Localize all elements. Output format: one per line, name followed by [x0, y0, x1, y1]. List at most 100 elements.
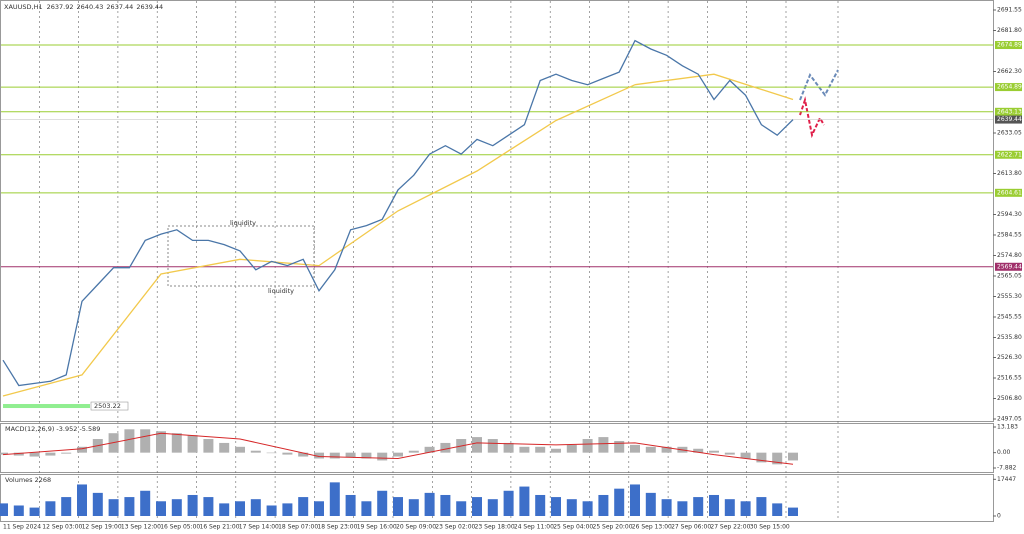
x-tick-label: 30 Sep 15:00: [750, 524, 790, 531]
volume-bar: [361, 501, 372, 516]
macd-tick-label: 13.183: [997, 424, 1018, 431]
macd-bar: [13, 452, 24, 456]
y-tick-label: 2516.55: [997, 374, 1022, 381]
macd-bar: [788, 452, 798, 461]
volume-bar: [772, 503, 783, 516]
macd-bar: [282, 452, 293, 455]
level-label: 2643.13: [997, 108, 1022, 115]
y-tick-label: 2526.30: [997, 354, 1022, 361]
level-label: 2654.89: [997, 84, 1022, 91]
macd-bar: [345, 452, 356, 458]
macd-bar: [124, 429, 135, 453]
x-tick-label: 12 Sep 19:00: [82, 524, 122, 531]
level-label: 2622.71: [997, 151, 1022, 158]
volume-bar: [472, 497, 482, 516]
macd-bar: [203, 439, 214, 453]
volume-bar: [535, 494, 546, 516]
macd-bar: [424, 446, 435, 453]
macd-bar: [661, 446, 672, 453]
macd-bar: [756, 452, 767, 463]
volume-bar: [92, 492, 103, 516]
macd-bar: [29, 452, 40, 457]
volume-bar: [582, 501, 593, 516]
macd-bar: [582, 439, 593, 453]
volume-bar: [45, 501, 56, 516]
macd-bar: [472, 437, 482, 453]
y-tick-label: 2555.30: [997, 293, 1022, 300]
level-tag: [995, 107, 1022, 116]
volume-bar: [424, 492, 435, 516]
volume-bar: [393, 497, 403, 516]
y-tick-label: 2594.30: [997, 211, 1022, 218]
volume-bar: [709, 494, 719, 516]
volume-bar: [140, 490, 151, 516]
x-tick-label: 12 Sep 03:00: [42, 524, 82, 531]
support-bar: [3, 404, 90, 409]
volume-bar: [108, 499, 119, 516]
open: 2637.92: [47, 3, 74, 11]
macd-bar: [171, 433, 182, 453]
support-label: 2503.22: [94, 402, 121, 410]
x-tick-label: 23 Sep 02:00: [435, 524, 475, 531]
level-label: 2569.44: [997, 263, 1022, 270]
x-tick-label: 18 Sep 23:00: [317, 524, 357, 531]
y-tick-label: 2681.80: [997, 27, 1022, 34]
x-tick-label: 18 Sep 07:00: [278, 524, 318, 531]
volume-bar: [440, 494, 451, 516]
level-tag: [995, 262, 1022, 271]
macd-bar: [298, 452, 309, 457]
macd-bar: [440, 442, 451, 453]
x-tick-label: 20 Sep 09:00: [396, 524, 436, 531]
y-tick-label: 2565.05: [997, 273, 1022, 280]
volume-bar: [740, 501, 751, 516]
macd-label: MACD(12,26,9) -3.952 -5.589: [5, 425, 100, 433]
x-tick-label: 19 Sep 16:00: [357, 524, 397, 531]
header: XAUUSD,H1 2637.92 2640.43 2637.44 2639.44: [4, 3, 163, 11]
volume-bar: [61, 497, 72, 516]
volume-bar: [661, 499, 672, 516]
current-tag: [995, 115, 1022, 124]
y-tick-label: 2633.05: [997, 130, 1022, 137]
volume-bar: [187, 494, 198, 516]
macd-bar: [740, 452, 751, 459]
level-label: 2674.89: [997, 42, 1022, 49]
macd-signal: [2, 432, 794, 465]
y-tick-label: 2497.05: [997, 416, 1022, 423]
volume-frame: [0, 474, 994, 522]
macd-bar: [219, 442, 230, 453]
macd-bar: [314, 452, 324, 459]
macd-bar: [235, 446, 245, 453]
volume-bar: [377, 490, 388, 516]
macd-bar: [693, 448, 704, 453]
macd-bar: [630, 444, 640, 453]
x-tick-label: 11 Sep 2024: [3, 524, 41, 531]
macd-bar: [45, 452, 56, 456]
macd-frame: [0, 423, 994, 473]
volume-bar: [250, 499, 261, 516]
macd-bar: [487, 439, 498, 453]
main-frame: [0, 0, 994, 422]
x-tick-label: 13 Sep 12:00: [121, 524, 161, 531]
volume-bar: [566, 499, 577, 516]
y-tick-label: 2535.80: [997, 334, 1022, 341]
volume-bar: [487, 499, 498, 516]
macd-bar: [187, 435, 198, 453]
macd-bar: [77, 446, 87, 453]
current-label: 2639.44: [997, 116, 1022, 123]
volume-bar: [756, 497, 767, 516]
y-tick-label: 2506.80: [997, 395, 1022, 402]
level-tag: [995, 83, 1022, 92]
volume-bar: [282, 503, 293, 516]
x-tick-label: 23 Sep 18:00: [475, 524, 515, 531]
macd-bar: [408, 450, 419, 453]
forecast-up: [799, 69, 839, 101]
volume-bar: [345, 494, 356, 516]
macd-bar: [377, 452, 388, 461]
macd-bar: [598, 437, 609, 453]
volume-bar: [29, 507, 40, 516]
macd-bar: [551, 448, 561, 453]
volume-bar: [503, 490, 514, 516]
x-tick-label: 16 Sep 05:00: [160, 524, 200, 531]
volume-bar: [156, 501, 166, 516]
low: 2637.44: [106, 3, 133, 11]
